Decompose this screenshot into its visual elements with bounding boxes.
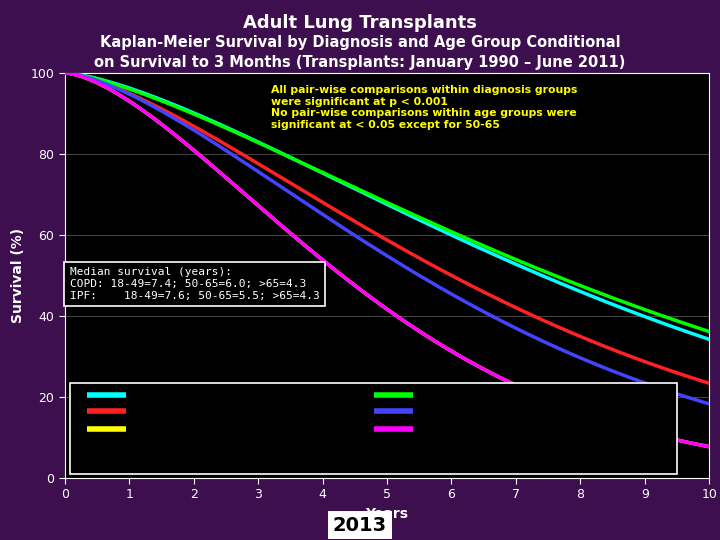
Text: on Survival to 3 Months (Transplants: January 1990 – June 2011): on Survival to 3 Months (Transplants: Ja… <box>94 55 626 70</box>
Y-axis label: Survival (%): Survival (%) <box>11 228 25 323</box>
Text: 2013: 2013 <box>333 516 387 535</box>
Bar <box>70 383 677 474</box>
X-axis label: Years: Years <box>366 507 408 521</box>
Text: Adult Lung Transplants: Adult Lung Transplants <box>243 14 477 31</box>
Text: Median survival (years):
COPD: 18-49=7.4; 50-65=6.0; >65=4.3
IPF:    18-49=7.6; : Median survival (years): COPD: 18-49=7.4… <box>70 267 320 300</box>
Text: Kaplan-Meier Survival by Diagnosis and Age Group Conditional: Kaplan-Meier Survival by Diagnosis and A… <box>99 35 621 50</box>
Text: All pair-wise comparisons within diagnosis groups
were significant at p < 0.001
: All pair-wise comparisons within diagnos… <box>271 85 577 130</box>
